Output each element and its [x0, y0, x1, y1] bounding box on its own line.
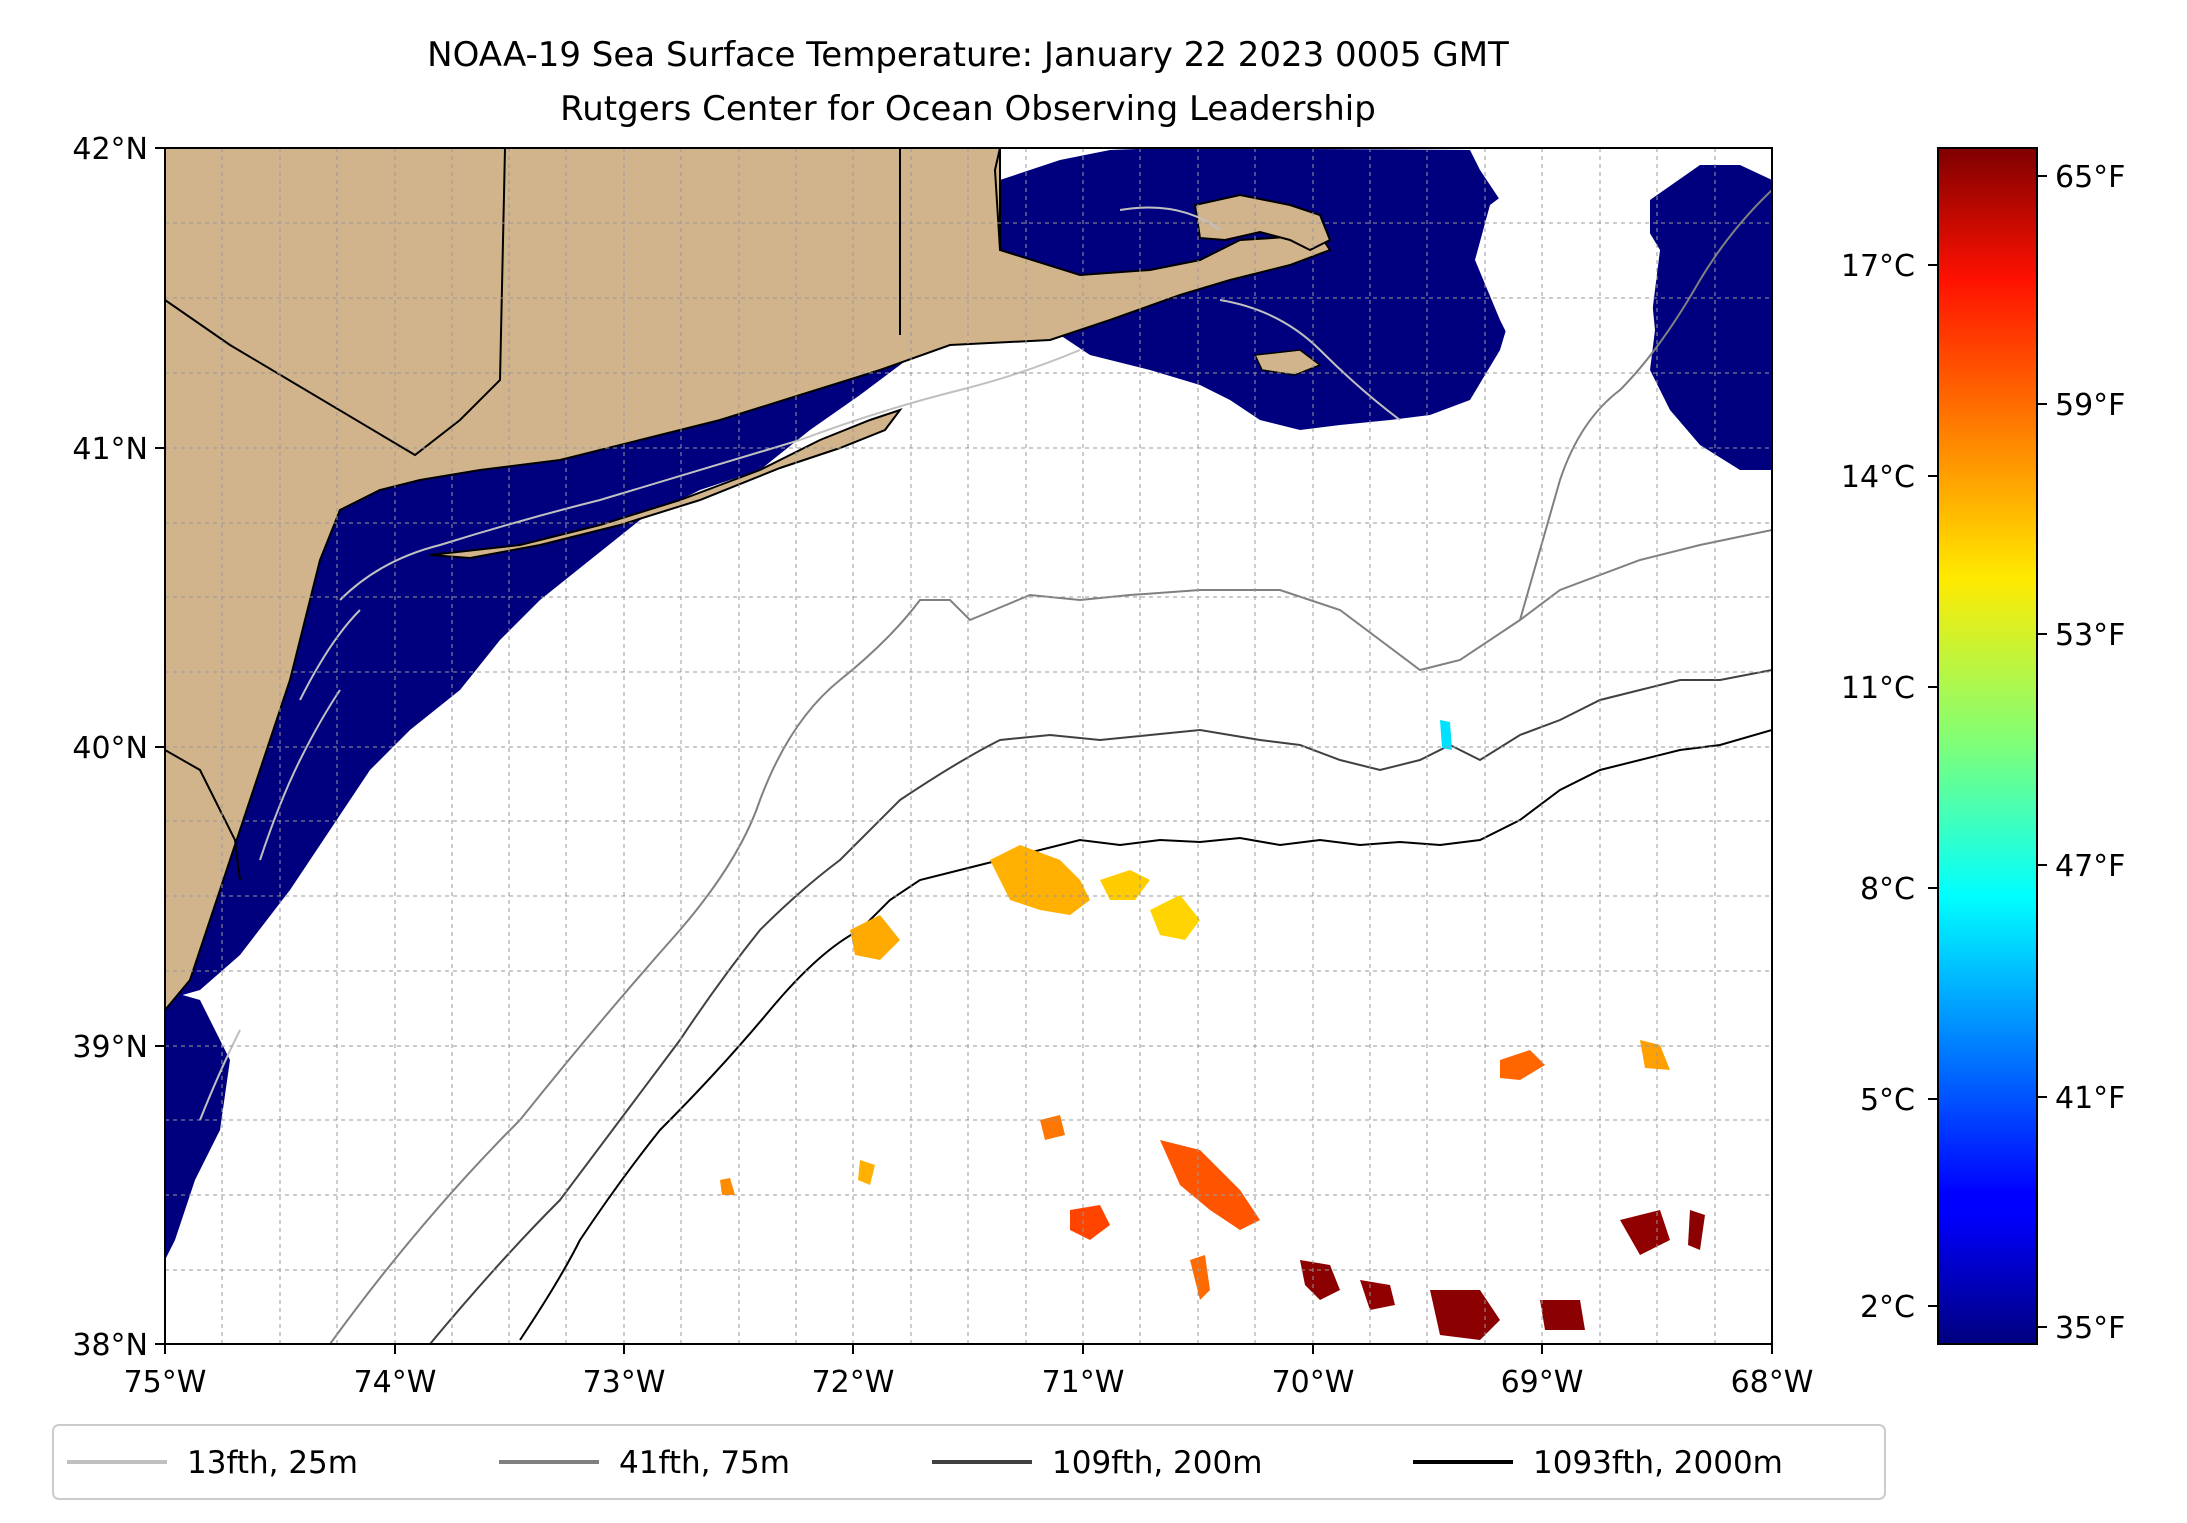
contour-75m: [1519, 189, 1772, 621]
lon-tick-label: 71°W: [1042, 1365, 1125, 1400]
lat-axis: [155, 147, 165, 1345]
sst-patch: [1500, 1050, 1545, 1080]
lon-tick-label: 72°W: [812, 1365, 895, 1400]
colorbar-celsius-label: 11°C: [1841, 671, 1915, 706]
lon-tick-label: 68°W: [1731, 1365, 1814, 1400]
sst-patch: [858, 1160, 875, 1185]
lon-axis: [164, 1344, 1773, 1354]
contour-75m: [329, 529, 1772, 1344]
state-border: [165, 148, 506, 457]
sst-patch: [1190, 1255, 1210, 1300]
nantucket-region: [1253, 349, 1322, 376]
colorbar-fahrenheit-label: 65°F: [2055, 160, 2125, 195]
lat-tick-label: 39°N: [72, 1030, 148, 1065]
sst-patch: [1150, 895, 1200, 940]
contour-200m: [429, 669, 1772, 1344]
sst-patch: [1100, 870, 1150, 900]
sst-patch: [1040, 1115, 1065, 1140]
shelf-water-region: [165, 148, 1520, 1000]
legend-label-200m: 109fth, 200m: [1052, 1445, 1262, 1481]
land-region: [165, 148, 1332, 1012]
long-island-region: [429, 408, 903, 560]
lat-tick-label: 40°N: [72, 731, 148, 766]
colorbar-celsius-label: 17°C: [1841, 249, 1915, 284]
legend-label-25m: 13fth, 25m: [187, 1445, 358, 1481]
lat-tick-label: 42°N: [72, 132, 148, 167]
lon-tick-label: 73°W: [583, 1365, 666, 1400]
shelf-water-south-region: [165, 990, 230, 1260]
map-panel: [165, 148, 1772, 1344]
colorbar-celsius-ticks: [1928, 264, 1938, 1307]
colorbar-fahrenheit-label: 47°F: [2055, 849, 2125, 884]
lon-tick-label: 69°W: [1501, 1365, 1584, 1400]
sst-patch: [1640, 1040, 1670, 1070]
colorbar-celsius-label: 2°C: [1860, 1290, 1915, 1325]
map-title-line1: NOAA-19 Sea Surface Temperature: January…: [427, 35, 1509, 75]
sst-patch: [1360, 1280, 1395, 1310]
sst-patches: [720, 720, 1705, 1340]
sst-patch: [720, 1178, 735, 1195]
legend-label-75m: 41fth, 75m: [619, 1445, 790, 1481]
state-border: [165, 749, 241, 881]
colorbar-celsius-label: 14°C: [1841, 460, 1915, 495]
legend: 13fth, 25m 41fth, 75m 109fth, 200m 1093f…: [52, 1424, 1886, 1500]
sst-patch: [990, 845, 1090, 915]
lon-tick-label: 70°W: [1272, 1365, 1355, 1400]
colorbar-fahrenheit-ticks: [2037, 175, 2047, 1328]
contour-2000m: [519, 729, 1772, 1341]
sst-patch: [1070, 1205, 1110, 1240]
shelf-water-north-region: [1650, 165, 1772, 470]
lat-tick-label: 41°N: [72, 432, 148, 467]
lon-tick-label: 75°W: [124, 1365, 207, 1400]
lat-tick-label: 38°N: [72, 1328, 148, 1363]
sst-patch: [1540, 1300, 1585, 1330]
legend-label-2000m: 1093fth, 2000m: [1533, 1445, 1783, 1481]
contour-25m: [199, 206, 1401, 1121]
colorbar-celsius-label: 8°C: [1860, 872, 1915, 907]
map-title-line2: Rutgers Center for Ocean Observing Leade…: [560, 89, 1376, 129]
sst-patch: [1440, 720, 1452, 750]
colorbar-fahrenheit-label: 35°F: [2055, 1311, 2125, 1346]
sst-patch: [1430, 1290, 1500, 1340]
colorbar: [1937, 147, 2038, 1345]
cloud-mask-region: [1475, 160, 1660, 400]
sst-patch: [1160, 1140, 1260, 1230]
colorbar-celsius-label: 5°C: [1860, 1083, 1915, 1118]
sst-patch: [1688, 1210, 1705, 1250]
sst-patch: [850, 915, 900, 960]
colorbar-fahrenheit-label: 41°F: [2055, 1081, 2125, 1116]
colorbar-fahrenheit-label: 59°F: [2055, 388, 2125, 423]
lon-tick-label: 74°W: [354, 1365, 437, 1400]
gridlines: [165, 148, 1772, 1344]
colorbar-fahrenheit-label: 53°F: [2055, 618, 2125, 653]
